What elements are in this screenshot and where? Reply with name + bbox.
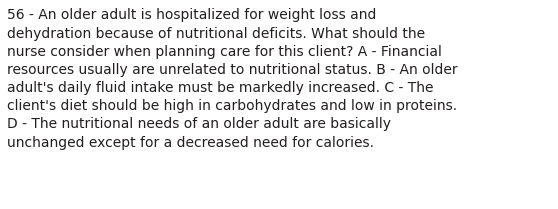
- Text: 56 - An older adult is hospitalized for weight loss and
dehydration because of n: 56 - An older adult is hospitalized for …: [7, 8, 458, 150]
